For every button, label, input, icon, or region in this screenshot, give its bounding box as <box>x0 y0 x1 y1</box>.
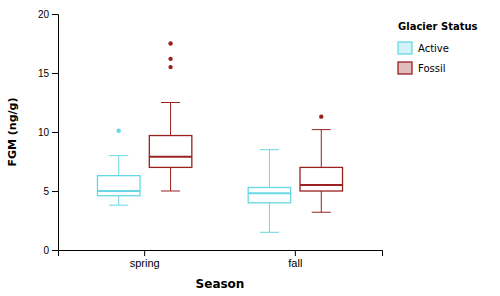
series <box>149 41 342 212</box>
tick-mark <box>52 250 58 251</box>
whisker-cap <box>312 212 331 213</box>
tick-mark <box>52 132 58 133</box>
tick-label: spring <box>130 257 160 269</box>
whisker <box>118 156 119 176</box>
marks <box>97 41 342 232</box>
tick-label: 0 <box>43 245 49 256</box>
whisker <box>321 130 322 168</box>
whisker <box>269 203 270 233</box>
legend-label: Active <box>418 43 449 54</box>
flier <box>168 57 172 61</box>
tick-mark <box>52 73 58 74</box>
axis-domain <box>52 15 59 251</box>
box-body <box>149 136 192 168</box>
legend-swatch <box>398 62 412 74</box>
flier <box>117 129 121 133</box>
legend-swatch <box>398 42 412 54</box>
flier <box>319 114 323 118</box>
box <box>248 150 291 233</box>
y-tick: 10 <box>38 127 58 138</box>
whisker-cap <box>312 129 331 130</box>
legend-entry: Fossil <box>398 62 446 74</box>
whisker-cap <box>161 102 180 103</box>
whisker <box>170 103 171 136</box>
tick-mark <box>144 250 145 256</box>
legend-entry: Active <box>398 42 449 54</box>
median <box>97 190 140 192</box>
box <box>149 41 192 191</box>
axis-domain <box>59 251 383 257</box>
whisker <box>118 196 119 205</box>
box-body <box>248 187 291 202</box>
tick-label: 10 <box>38 127 50 138</box>
y-axis-title: FGM (ng/g) <box>6 98 19 167</box>
tick-mark <box>52 14 58 15</box>
box <box>97 129 140 206</box>
x-axis: spring fall <box>59 250 383 269</box>
y-tick: 15 <box>38 68 58 79</box>
box-body <box>97 176 140 196</box>
plot: 0 5 10 15 20 spring fall <box>38 9 383 269</box>
tick-label: 15 <box>38 68 50 79</box>
series <box>97 129 290 233</box>
box <box>300 114 343 212</box>
box-body <box>300 167 343 191</box>
flier <box>168 41 172 45</box>
tick-label: fall <box>288 257 302 269</box>
y-tick: 5 <box>43 186 58 197</box>
tick-mark <box>295 250 296 256</box>
whisker-cap <box>260 149 279 150</box>
tick-mark <box>52 191 58 192</box>
whisker-cap <box>109 205 128 206</box>
x-tick: fall <box>288 250 302 269</box>
whisker-cap <box>109 155 128 156</box>
flier <box>168 65 172 69</box>
x-tick: spring <box>130 250 160 269</box>
whisker <box>269 150 270 188</box>
y-tick: 0 <box>43 245 58 256</box>
y-tick: 20 <box>38 9 58 20</box>
legend: Glacier Status Active Fossil <box>398 21 478 74</box>
tick-label: 20 <box>38 9 50 20</box>
x-axis-title: Season <box>196 277 245 291</box>
median <box>149 156 192 158</box>
legend-title: Glacier Status <box>398 21 478 32</box>
legend-label: Fossil <box>418 63 446 74</box>
whisker <box>170 167 171 191</box>
whisker <box>321 191 322 212</box>
chart: 0 5 10 15 20 spring fall Season FGM (ng/g) Glacie… <box>0 0 500 296</box>
y-axis: 0 5 10 15 20 <box>38 9 59 256</box>
median <box>248 192 291 194</box>
median <box>300 184 343 186</box>
whisker-cap <box>161 191 180 192</box>
whisker-cap <box>260 232 279 233</box>
tick-label: 5 <box>43 186 49 197</box>
